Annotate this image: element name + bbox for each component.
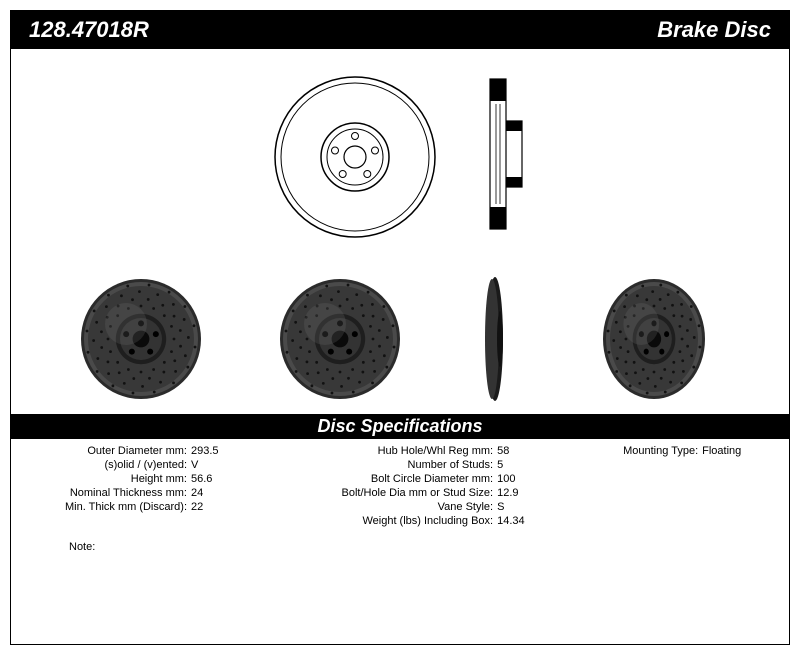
specs-title: Disc Specifications xyxy=(317,416,482,436)
spec-row: Weight (lbs) Including Box:14.34 xyxy=(267,515,582,527)
rotor-photo-front-2 xyxy=(275,274,405,404)
spec-row: Min. Thick mm (Discard):22 xyxy=(21,501,267,513)
part-number: 128.47018R xyxy=(29,17,149,43)
specs-grid: Outer Diameter mm:293.5(s)olid / (v)ente… xyxy=(11,439,789,529)
spec-row: Number of Studs:5 xyxy=(267,459,582,471)
spec-value: 14.34 xyxy=(497,515,525,527)
rotor-photo-angled xyxy=(584,274,724,404)
specs-column-2: Hub Hole/Whl Reg mm:58Number of Studs:5B… xyxy=(267,445,582,529)
spec-value: 12.9 xyxy=(497,487,518,499)
spec-label: (s)olid / (v)ented: xyxy=(21,459,191,471)
specs-column-3: Mounting Type:Floating xyxy=(582,445,779,529)
specs-column-1: Outer Diameter mm:293.5(s)olid / (v)ente… xyxy=(21,445,267,529)
spec-label: Bolt/Hole Dia mm or Stud Size: xyxy=(267,487,497,499)
spec-label: Min. Thick mm (Discard): xyxy=(21,501,191,513)
spec-label: Bolt Circle Diameter mm: xyxy=(267,473,497,485)
spec-label: Outer Diameter mm: xyxy=(21,445,191,457)
spec-label: Mounting Type: xyxy=(582,445,702,457)
spec-value: 22 xyxy=(191,501,203,513)
spec-label: Hub Hole/Whl Reg mm: xyxy=(267,445,497,457)
header-bar: 128.47018R Brake Disc xyxy=(11,11,789,49)
note-label: Note: xyxy=(69,541,95,553)
spec-value: S xyxy=(497,501,504,513)
note-row: Note: xyxy=(11,529,789,553)
spec-label: Weight (lbs) Including Box: xyxy=(267,515,497,527)
spec-value: Floating xyxy=(702,445,741,457)
spec-row: Vane Style:S xyxy=(267,501,582,513)
technical-diagram-area xyxy=(11,49,789,264)
rotor-front-diagram xyxy=(270,72,440,242)
spec-label: Height mm: xyxy=(21,473,191,485)
rotor-side-diagram xyxy=(480,69,530,244)
spec-label: Number of Studs: xyxy=(267,459,497,471)
rotor-photo-edge xyxy=(475,274,515,404)
rotor-photo-front-1 xyxy=(76,274,206,404)
spec-label: Nominal Thickness mm: xyxy=(21,487,191,499)
spec-value: 58 xyxy=(497,445,509,457)
spec-row: (s)olid / (v)ented:V xyxy=(21,459,267,471)
spec-sheet: 128.47018R Brake Disc xyxy=(10,10,790,645)
product-type: Brake Disc xyxy=(657,17,771,43)
spec-row: Height mm:56.6 xyxy=(21,473,267,485)
spec-value: 24 xyxy=(191,487,203,499)
spec-label: Vane Style: xyxy=(267,501,497,513)
spec-row: Hub Hole/Whl Reg mm:58 xyxy=(267,445,582,457)
product-photos-row xyxy=(11,264,789,414)
spec-value: V xyxy=(191,459,198,471)
spec-row: Bolt/Hole Dia mm or Stud Size:12.9 xyxy=(267,487,582,499)
spec-value: 293.5 xyxy=(191,445,219,457)
spec-value: 5 xyxy=(497,459,503,471)
specs-title-bar: Disc Specifications xyxy=(11,414,789,439)
spec-row: Mounting Type:Floating xyxy=(582,445,779,457)
spec-value: 100 xyxy=(497,473,515,485)
spec-row: Outer Diameter mm:293.5 xyxy=(21,445,267,457)
spec-row: Nominal Thickness mm:24 xyxy=(21,487,267,499)
spec-row: Bolt Circle Diameter mm:100 xyxy=(267,473,582,485)
spec-value: 56.6 xyxy=(191,473,212,485)
